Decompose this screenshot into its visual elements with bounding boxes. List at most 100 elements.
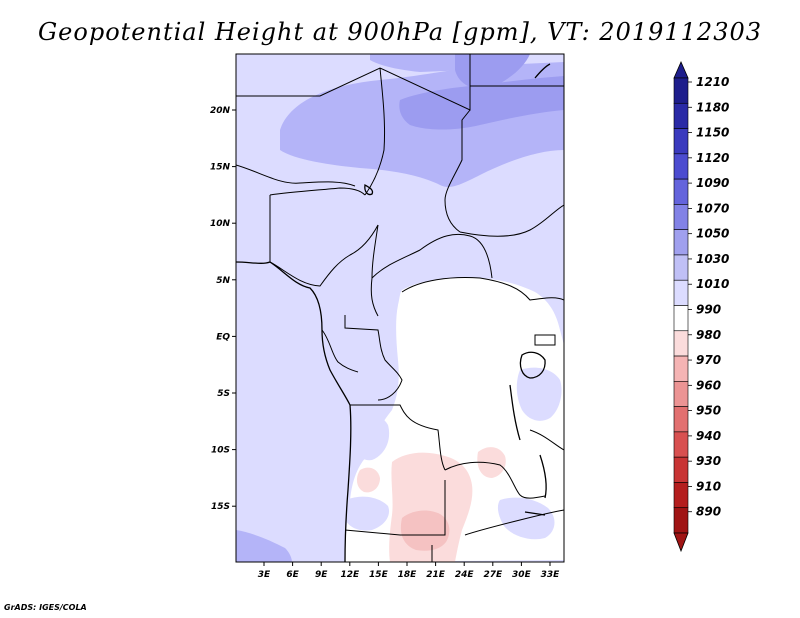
colorbar-bottom-arrow xyxy=(673,532,689,553)
border-congo xyxy=(344,315,403,401)
lon-tick-label: 21E xyxy=(426,570,446,580)
colorbar-label: 910 xyxy=(696,479,721,493)
colorbar-segment xyxy=(673,305,689,332)
contour-1030-southwest xyxy=(236,530,292,562)
colorbar-segment xyxy=(673,204,689,230)
border-niger-chad xyxy=(364,67,386,196)
grads-credit: GrADS: IGES/COLA xyxy=(4,603,87,612)
coast-lake-chad xyxy=(364,183,374,196)
border-nigeria-north xyxy=(269,187,366,196)
border-sudan-ssudan xyxy=(459,204,564,237)
colorbar-label: 970 xyxy=(696,353,721,367)
colorbar-segment xyxy=(673,77,689,104)
lat-tick-label: 15S xyxy=(211,502,230,512)
colorbar-top-arrow xyxy=(673,61,689,79)
colorbar: 1210 1180 1150 1120 1090 1070 1050 1030 1010 990 9… xyxy=(673,61,729,553)
lat-tick-label: 20N xyxy=(210,106,231,116)
border-drc-north xyxy=(401,277,564,301)
colorbar-label: 980 xyxy=(696,328,721,342)
coast-west-africa xyxy=(236,261,352,562)
lon-axis: 3E 6E 9E 12E 15E 18E 21E 24E 27E 30E 33E xyxy=(258,562,560,580)
colorbar-segment xyxy=(673,102,689,129)
colorbar-label: 1180 xyxy=(696,100,729,114)
border-car xyxy=(371,233,493,279)
colorbar-label: 1150 xyxy=(696,126,729,140)
border-chad-sudan xyxy=(444,109,471,233)
coast-lake-kariba xyxy=(524,511,546,516)
colorbar-segment xyxy=(673,178,689,205)
border-gabon xyxy=(321,329,359,373)
height-field xyxy=(236,54,564,562)
lon-tick-label: 18E xyxy=(398,570,418,580)
border-angola-namibia xyxy=(344,480,446,536)
colorbar-segment xyxy=(673,507,689,534)
map-frame xyxy=(235,53,565,563)
border-tanzania xyxy=(529,429,564,451)
coast-lake-malawi xyxy=(539,454,547,499)
border-drc-angola xyxy=(350,404,446,471)
colorbar-label: 1210 xyxy=(696,75,729,89)
border-nigeria xyxy=(269,195,379,287)
coast-lake-victoria xyxy=(519,351,546,379)
contour-1010-intrusion-5 xyxy=(503,238,557,276)
border-uganda-kenya xyxy=(534,334,556,346)
colorbar-segment xyxy=(673,482,689,509)
lon-tick-label: 33E xyxy=(541,570,561,580)
colorbar-label: 940 xyxy=(696,429,721,443)
lat-tick-label: 10S xyxy=(211,446,230,456)
colorbar-label: 960 xyxy=(696,378,721,392)
colorbar-label: 1090 xyxy=(696,176,729,190)
lon-tick-label: 3E xyxy=(258,570,271,580)
contour-1010-intrusion-2 xyxy=(516,367,562,421)
colorbar-segment xyxy=(673,330,689,357)
coast-lake-tanganyika xyxy=(509,384,521,441)
colorbar-segment xyxy=(673,355,689,382)
lon-tick-label: 24E xyxy=(455,570,475,580)
colorbar-label: 930 xyxy=(696,454,721,468)
lon-tick-label: 27E xyxy=(483,570,503,580)
colorbar-label: 1050 xyxy=(696,227,729,241)
colorbar-segment xyxy=(673,229,689,256)
contour-980-990-east xyxy=(477,447,506,478)
lat-tick-label: 5N xyxy=(216,276,230,286)
colorbar-segment xyxy=(673,153,689,180)
colorbar-segment xyxy=(673,381,689,407)
colorbar-segment xyxy=(673,431,689,458)
colorbar-segment xyxy=(673,406,689,433)
colorbar-segment xyxy=(673,456,689,483)
contour-1030-north-ne xyxy=(370,54,470,72)
colorbar-label: 1030 xyxy=(696,252,729,266)
lat-tick-label: 15N xyxy=(210,163,231,173)
border-zambia-zimbabwe xyxy=(464,509,564,536)
colorbar-segment xyxy=(673,128,689,155)
colorbar-label: 1010 xyxy=(696,277,729,291)
country-borders xyxy=(236,54,564,562)
lon-tick-label: 6E xyxy=(286,570,299,580)
chart-title: Geopotential Height at 900hPa [gpm], VT:… xyxy=(38,18,762,46)
coastlines xyxy=(236,63,551,562)
lat-tick-label: 5S xyxy=(217,389,230,399)
colorbar-label: 950 xyxy=(696,404,721,418)
lon-tick-label: 12E xyxy=(340,570,360,580)
colorbar-label: 1070 xyxy=(696,201,729,215)
colorbar-label: 1120 xyxy=(696,151,729,165)
contour-970-980-core xyxy=(400,510,450,551)
coast-red-sea xyxy=(534,63,551,79)
border-mali-niger xyxy=(236,164,356,187)
lon-tick-label: 9E xyxy=(315,570,328,580)
contour-980-990-west xyxy=(356,467,380,493)
contour-1010-intrusion-1 xyxy=(352,413,390,461)
contour-1010-intrusion-3 xyxy=(345,496,390,531)
lat-tick-label: EQ xyxy=(216,332,230,342)
contour-1050-north xyxy=(399,76,564,130)
lat-tick-label: 10N xyxy=(210,219,231,229)
colorbar-segment xyxy=(673,279,689,306)
lon-tick-label: 30E xyxy=(512,570,532,580)
border-drc-zambia xyxy=(444,461,546,499)
colorbar-label: 990 xyxy=(696,303,721,317)
lon-tick-label: 15E xyxy=(369,570,389,580)
colorbar-segment xyxy=(673,254,689,281)
lat-axis: 20N 15N 10N 5N EQ 5S 10S 15S xyxy=(210,106,236,512)
colorbar-label: 890 xyxy=(696,505,721,519)
